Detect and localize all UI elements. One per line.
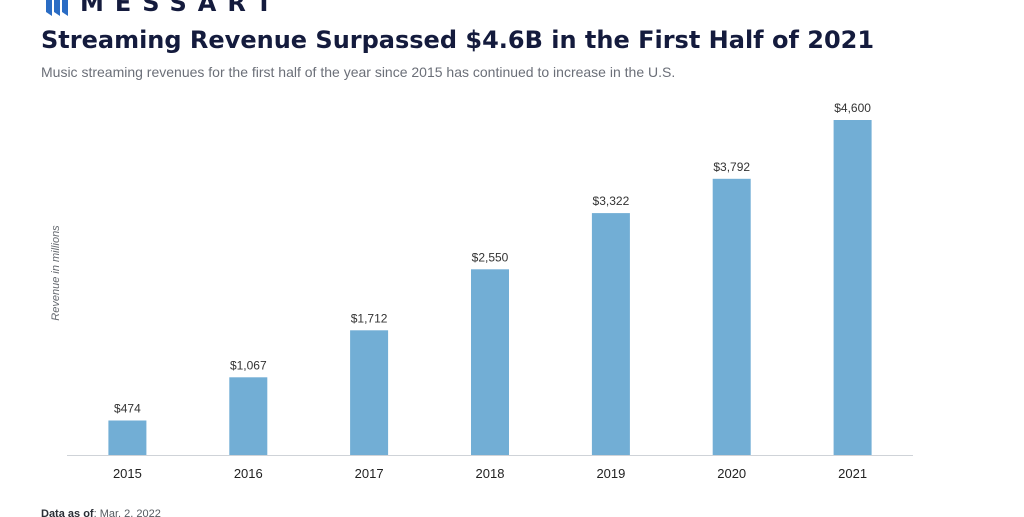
bar-2020 — [712, 178, 751, 456]
brand-name: MESSART — [80, 0, 284, 17]
bar-2017 — [350, 330, 389, 455]
data-as-of-label: Data as of — [41, 508, 94, 517]
bar-2019 — [591, 213, 630, 455]
x-tick-label-2016: 2016 — [234, 466, 263, 481]
brand: MESSART — [44, 0, 284, 17]
data-label-2020: $3,792 — [713, 160, 750, 174]
x-tick-label-2021: 2021 — [838, 466, 867, 481]
data-label-2017: $1,712 — [351, 311, 388, 325]
x-tick-label-2020: 2020 — [717, 466, 746, 481]
x-tick-label-2019: 2019 — [596, 466, 625, 481]
data-label-2016: $1,067 — [230, 358, 267, 372]
bar-2015 — [108, 420, 147, 455]
x-tick-label-2018: 2018 — [476, 466, 505, 481]
data-label-2018: $2,550 — [472, 250, 509, 264]
chart-subtitle: Music streaming revenues for the first h… — [41, 64, 676, 80]
chart-title: Streaming Revenue Surpassed $4.6B in the… — [41, 26, 875, 54]
x-tick-label-2017: 2017 — [355, 466, 384, 481]
bar-2016 — [229, 377, 268, 455]
x-tick-label-2015: 2015 — [113, 466, 142, 481]
data-label-2021: $4,600 — [834, 101, 871, 115]
messari-logo-icon — [46, 0, 68, 16]
data-label-2019: $3,322 — [593, 194, 630, 208]
data-as-of-value: : Mar. 2, 2022 — [93, 508, 161, 517]
bar-2021 — [833, 120, 872, 455]
bar-2018 — [471, 269, 509, 455]
data-as-of-note: Data as of: Mar. 2, 2022 — [41, 508, 161, 517]
data-label-2015: $474 — [114, 402, 141, 416]
